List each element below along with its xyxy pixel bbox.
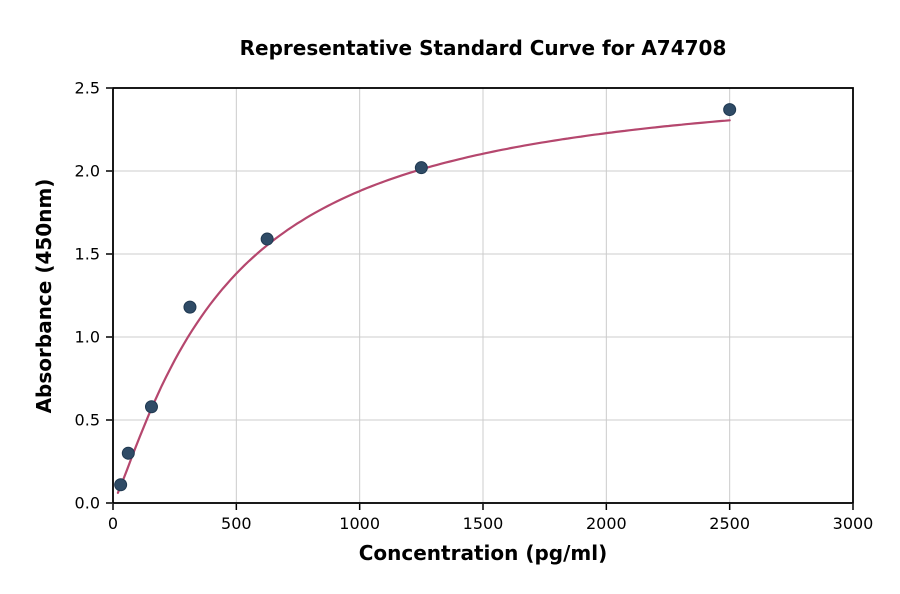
grid-lines [113, 88, 853, 503]
data-point [260, 232, 274, 246]
data-point [144, 400, 158, 414]
chart-title: Representative Standard Curve for A74708 [239, 36, 727, 60]
y-tick-label: 1.5 [75, 245, 100, 264]
x-tick-label: 500 [221, 514, 252, 533]
axis-ticks [106, 87, 854, 510]
plot-border [112, 87, 854, 504]
x-tick-label: 2500 [709, 514, 750, 533]
x-tick-label: 1500 [463, 514, 504, 533]
data-point [414, 161, 428, 175]
fit-curve [116, 119, 731, 494]
y-tick-label: 0.5 [75, 411, 100, 430]
tick-labels: 0 500 1000 1500 2000 2500 3000 0.0 0.5 1.0 1.5 2.0 2… [75, 79, 874, 534]
x-axis-label: Concentration (pg/ml) [358, 541, 608, 565]
x-tick-label: 3000 [833, 514, 874, 533]
data-point [723, 103, 737, 117]
y-tick-label: 1.0 [75, 328, 100, 347]
data-point [183, 300, 197, 314]
x-tick-label: 0 [108, 514, 118, 533]
x-tick-label: 2000 [586, 514, 627, 533]
data-point [114, 478, 128, 492]
data-point [121, 446, 135, 460]
y-tick-label: 0.0 [75, 494, 100, 513]
data-points [114, 103, 737, 492]
x-tick-label: 1000 [339, 514, 380, 533]
y-tick-label: 2.5 [75, 79, 100, 98]
y-tick-label: 2.0 [75, 162, 100, 181]
